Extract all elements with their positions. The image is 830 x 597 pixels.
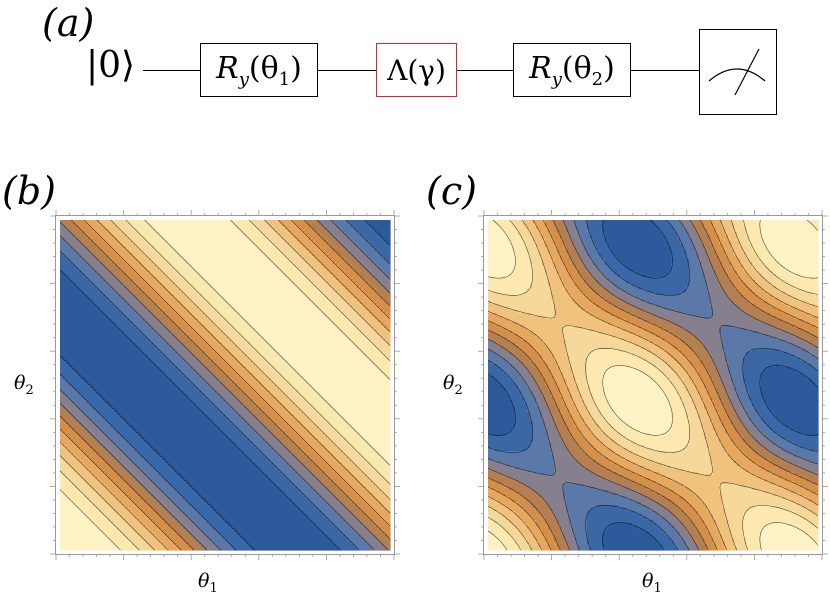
contour-plot-b [50, 210, 400, 560]
wire-segment-4 [631, 70, 699, 71]
plot-b-xlabel: θ1 [198, 570, 218, 596]
measurement-meter-icon [708, 48, 766, 96]
wire-segment-2 [318, 70, 376, 71]
channel-lambda-gamma: Λ(γ) [376, 43, 457, 97]
measurement-box [699, 29, 777, 115]
ry-gate-theta1: Ry(θ1) [200, 43, 318, 97]
contour-plot-c [478, 210, 828, 560]
panel-label-c: (c) [426, 172, 477, 210]
panel-label-a: (a) [42, 4, 94, 42]
plot-c-filled-contours [488, 220, 819, 551]
plot-c-ylabel: θ2 [443, 372, 463, 398]
plot-b-ticks [50, 210, 400, 560]
input-state-ket: |0⟩ [86, 48, 135, 84]
plot-c-ticks [478, 210, 828, 560]
plot-b-contour-lines [59, 219, 391, 551]
panel-label-b: (b) [2, 172, 56, 210]
ry-gate-theta2: Ry(θ2) [513, 43, 631, 97]
plot-b-ylabel: θ2 [14, 372, 34, 398]
wire-segment-1 [143, 70, 201, 71]
plot-c-xlabel: θ1 [642, 570, 662, 596]
plot-b-filled-contours [60, 220, 391, 551]
plot-c-contour-lines [487, 219, 819, 551]
wire-segment-3 [457, 70, 513, 71]
